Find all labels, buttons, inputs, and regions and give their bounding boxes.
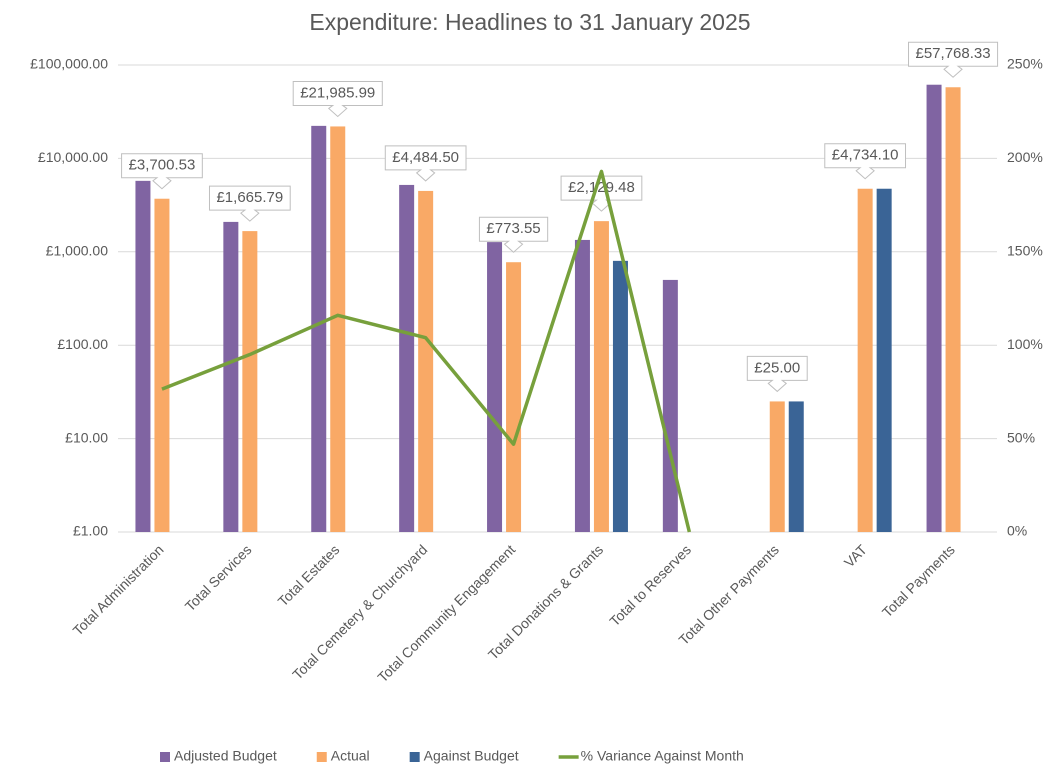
bar bbox=[662, 279, 678, 532]
bar bbox=[154, 198, 170, 532]
x-tick-label: Total Payments bbox=[879, 541, 958, 620]
legend-swatch bbox=[409, 752, 420, 762]
callout bbox=[824, 143, 907, 180]
data-label-text: £25.00 bbox=[754, 359, 800, 376]
y-tick-label: £10,000.00 bbox=[38, 149, 108, 165]
bar bbox=[399, 184, 415, 532]
bar bbox=[788, 401, 804, 532]
x-tick-label: Total Estates bbox=[274, 541, 342, 609]
y2-tick-label: 250% bbox=[1007, 56, 1043, 72]
bar bbox=[769, 401, 785, 532]
legend-label: Adjusted Budget bbox=[174, 748, 277, 764]
y2-tick-label: 0% bbox=[1007, 523, 1027, 539]
y2-tick-label: 100% bbox=[1007, 336, 1043, 352]
callout bbox=[292, 80, 383, 118]
bar bbox=[593, 221, 609, 532]
bar bbox=[223, 221, 239, 533]
bar bbox=[330, 126, 346, 533]
bar bbox=[876, 188, 892, 532]
x-tick-label: Total Services bbox=[182, 541, 255, 614]
data-label-text: £2,129.48 bbox=[568, 179, 635, 196]
bar bbox=[926, 84, 942, 533]
callout bbox=[121, 153, 203, 190]
bar bbox=[506, 262, 522, 532]
bar bbox=[612, 260, 628, 532]
chart-title: Expenditure: Headlines to 31 January 202… bbox=[309, 9, 750, 35]
data-label-text: £4,734.10 bbox=[832, 147, 899, 164]
legend-swatch bbox=[160, 752, 170, 762]
x-tick-label: Total Administration bbox=[70, 541, 167, 638]
bar bbox=[857, 188, 873, 532]
data-label: £3,700.53 bbox=[121, 153, 203, 190]
bar bbox=[574, 239, 590, 532]
y-tick-label: £100.00 bbox=[57, 336, 108, 352]
y2-tick-label: 150% bbox=[1007, 243, 1043, 259]
data-label: £21,985.99 bbox=[292, 80, 383, 118]
data-label-text: £21,985.99 bbox=[300, 84, 375, 101]
data-label: £4,484.50 bbox=[384, 145, 467, 182]
legend-label: Actual bbox=[331, 748, 370, 764]
y-tick-label: £100,000.00 bbox=[30, 56, 108, 72]
data-label-text: £4,484.50 bbox=[392, 149, 459, 166]
callout bbox=[746, 355, 808, 393]
callout bbox=[208, 185, 291, 222]
y-tick-label: £1,000.00 bbox=[46, 243, 108, 259]
legend-swatch bbox=[316, 752, 327, 762]
bar bbox=[242, 231, 258, 533]
data-label-text: £3,700.53 bbox=[129, 157, 196, 174]
bar bbox=[487, 242, 503, 532]
callout bbox=[908, 41, 999, 78]
callout bbox=[560, 175, 643, 212]
data-label: £1,665.79 bbox=[208, 185, 291, 222]
x-tick-label: VAT bbox=[841, 541, 870, 570]
data-label: £2,129.48 bbox=[560, 175, 643, 212]
x-tick-label: Total Other Payments bbox=[675, 541, 782, 648]
y-tick-label: £10.00 bbox=[65, 429, 108, 445]
data-label-text: £773.55 bbox=[486, 220, 540, 237]
data-label-text: £1,665.79 bbox=[216, 189, 283, 206]
bar bbox=[418, 190, 434, 532]
bar bbox=[945, 87, 961, 532]
y2-tick-label: 50% bbox=[1007, 429, 1035, 445]
data-label: £57,768.33 bbox=[908, 41, 999, 78]
data-label: £4,734.10 bbox=[824, 143, 907, 180]
bar bbox=[311, 125, 327, 533]
line bbox=[161, 169, 692, 533]
data-label-text: £57,768.33 bbox=[916, 45, 991, 62]
callout bbox=[384, 145, 467, 182]
legend-label: % Variance Against Month bbox=[581, 748, 744, 764]
bar bbox=[135, 180, 151, 532]
y-tick-label: £1.00 bbox=[73, 523, 108, 539]
x-tick-label: Total to Reserves bbox=[606, 541, 694, 629]
y2-tick-label: 200% bbox=[1007, 149, 1043, 165]
callout bbox=[478, 216, 549, 253]
legend-label: Against Budget bbox=[424, 748, 519, 764]
x-tick-label: Total Community Engagement bbox=[374, 541, 518, 685]
data-label: £773.55 bbox=[478, 216, 549, 253]
data-label: £25.00 bbox=[746, 355, 808, 393]
